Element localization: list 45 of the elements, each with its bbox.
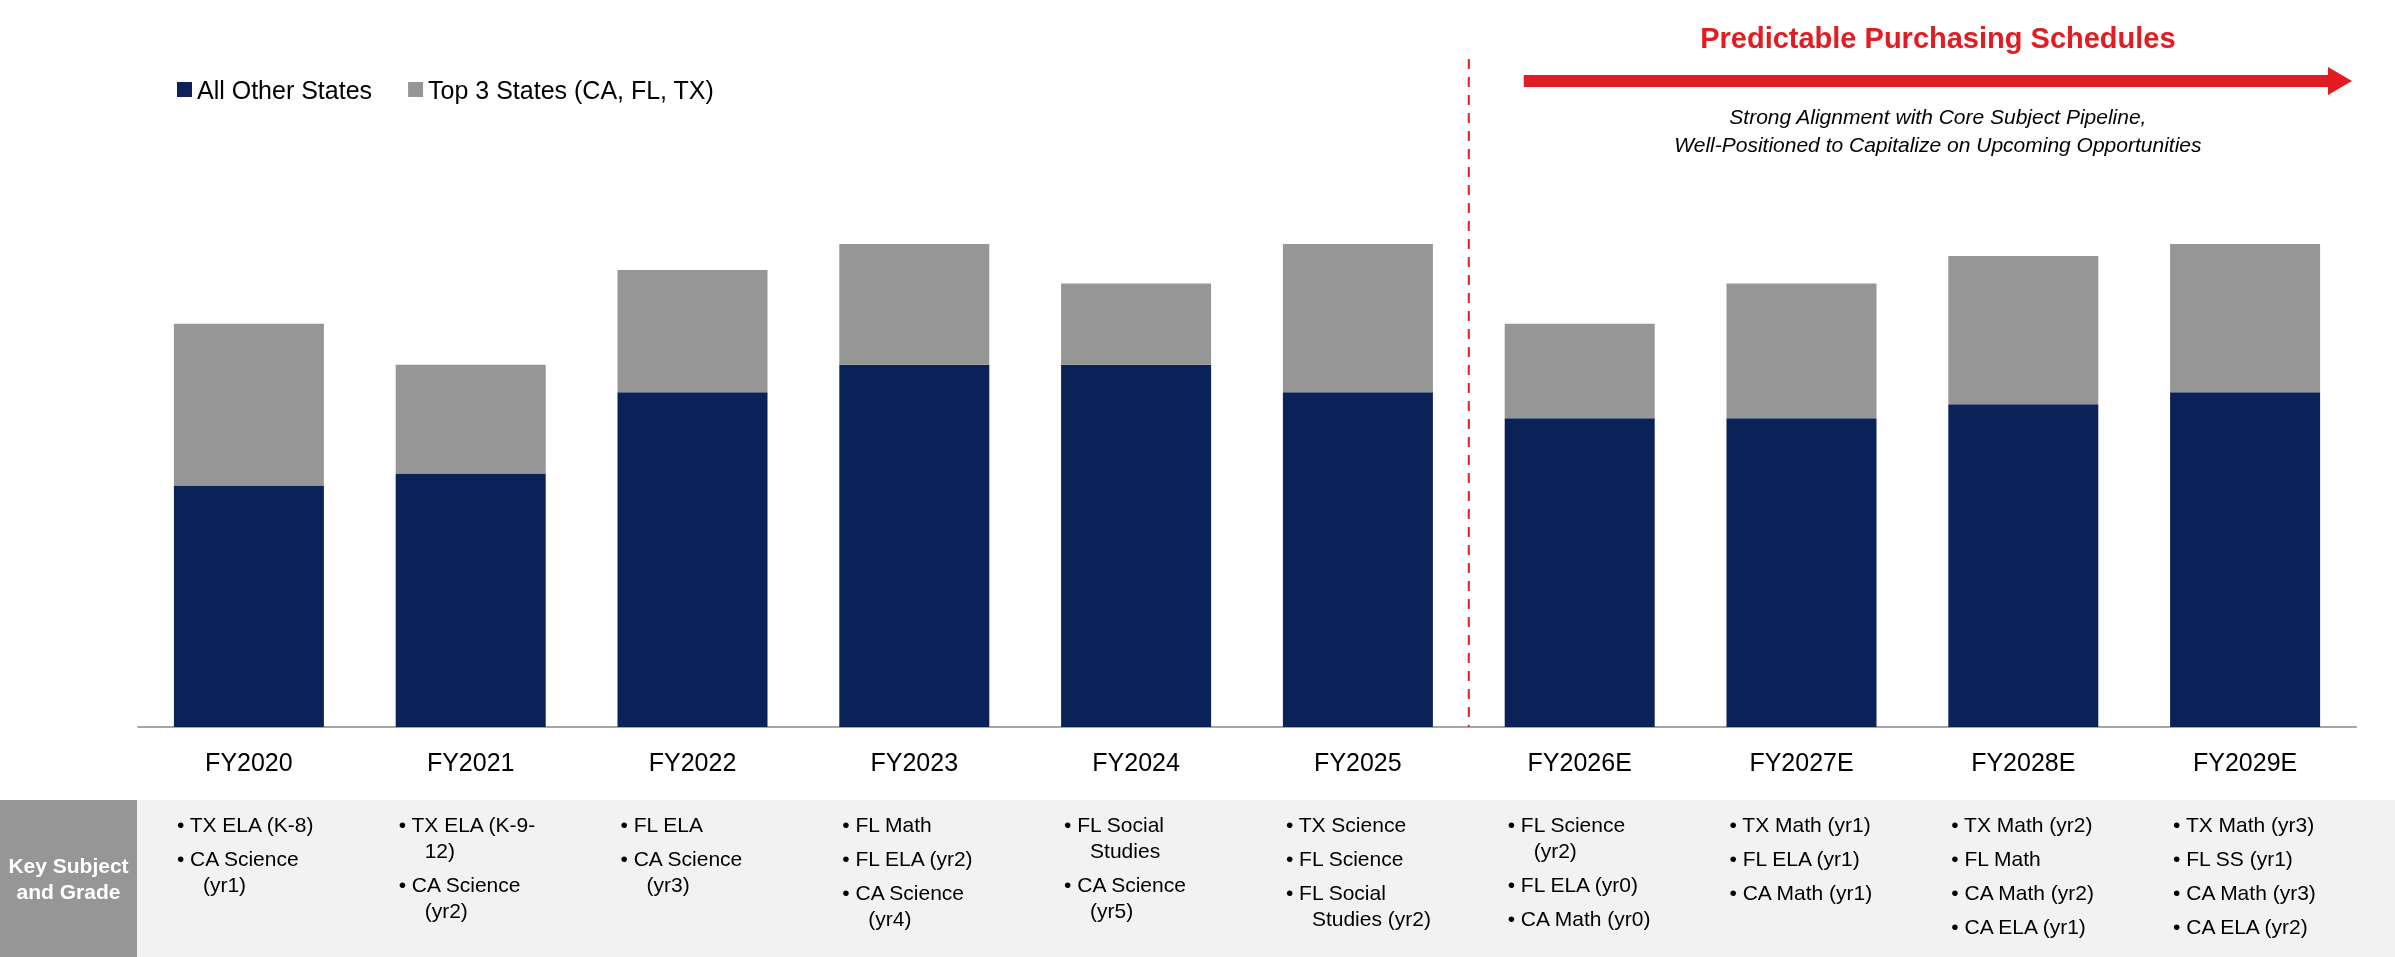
bar [839,244,990,365]
bar [395,473,546,727]
x-tick-label: FY2025 [1314,747,1402,776]
text: Key Subject and Grade [0,800,137,957]
text: • FL Social Studies • CA Science (yr5) [1064,812,1187,924]
bar [2170,244,2321,393]
bar [1061,364,1212,727]
bar [1504,418,1655,727]
bar [1726,418,1877,727]
text: • TX ELA (K-9-12) • CA Science (yr2) [398,812,537,924]
bar [1282,244,1433,393]
bar [395,364,546,474]
x-tick-label: FY2028E [1971,747,2076,776]
x-tick-label: FY2026E [1527,747,1632,776]
text: • TX ELA (K-8) • CA Science (yr1) [176,812,315,898]
text: • TX Science • FL Science • FL Social Studies (yr2) [1285,812,1432,932]
text: • FL Math • FL ELA (yr2) • CA Science (yr4) [842,812,974,932]
x-tick-label: FY2027E [1749,747,1854,776]
x-tick-label: FY2021 [426,747,515,776]
bar [1061,283,1212,365]
bar [2170,392,2321,727]
x-tick-label: FY2022 [648,747,737,776]
text: • TX Math (yr1) • FL ELA (yr1) • CA Math (yr1) [1729,812,1874,906]
x-tick-label: FY2024 [1092,747,1180,776]
x-tick-label: FY2029E [2192,747,2298,776]
text: • FL ELA • CA Science (yr3) [620,812,744,898]
bar [173,485,324,727]
bar [839,364,990,727]
bar [1948,404,2099,727]
legend-label: Top 3 States (CA, FL, TX) [428,75,714,104]
text: • TX Math (yr2) • FL Math • CA Math (yr2) • CA ELA (yr1) [1951,812,2095,940]
text: • FL Science (yr2) • FL ELA (yr0) • CA Math (yr0) [1507,812,1652,932]
bar [1282,392,1433,727]
bar [617,270,768,393]
legend-label: All Other States [197,75,373,104]
bar [617,392,768,727]
bar [1948,256,2099,405]
x-tick-label: FY2020 [205,747,293,776]
x-tick-label: FY2023 [870,747,959,776]
bar [1726,283,1877,419]
text: • TX Math (yr3) • FL SS (yr1) • CA Math (yr3) • CA ELA (yr2) [2173,812,2317,940]
text: Predictable Purchasing Schedules [1699,22,2177,55]
bar [1504,323,1655,419]
text: Strong Alignment with Core Subject Pipeline, Well-Positioned to Capitalize on Upcoming Opportunities [1673,104,2203,158]
bar [173,323,324,486]
